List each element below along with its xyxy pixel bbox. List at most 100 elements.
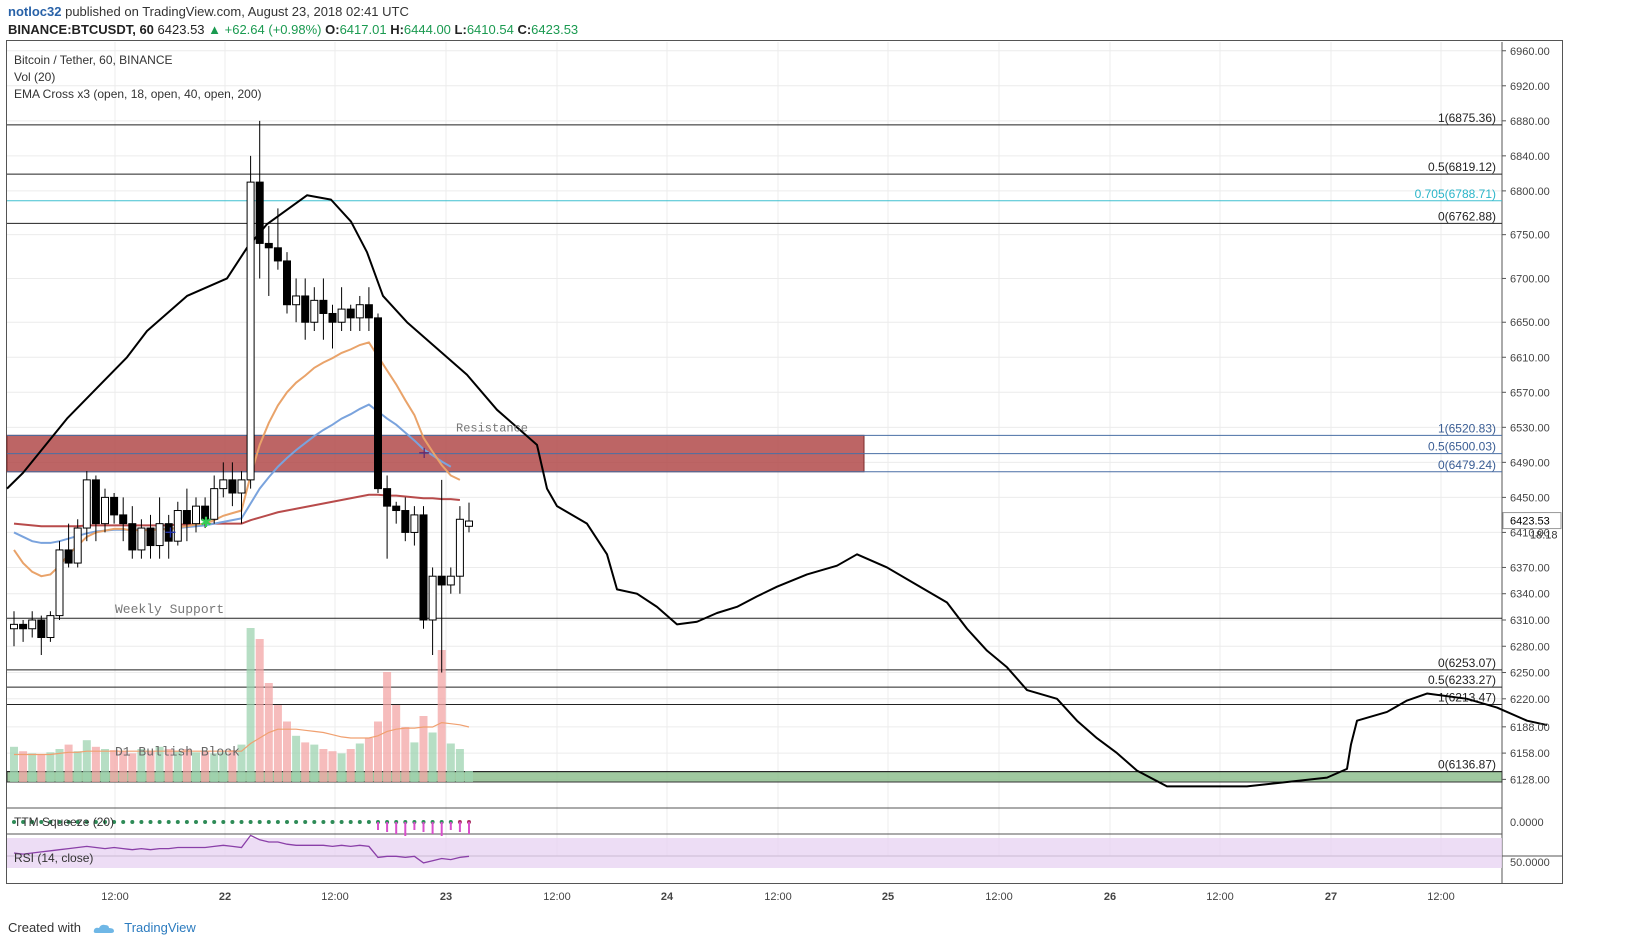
squeeze-dot: [275, 820, 280, 824]
volume-bar: [146, 751, 155, 782]
candle-body: [101, 496, 109, 525]
price-tick-label: 6960.00: [1510, 46, 1550, 58]
price-tick-label: 6310.00: [1510, 615, 1550, 627]
author-link[interactable]: notloc32: [8, 4, 62, 19]
fib-level-label: 1(6520.83): [1438, 421, 1496, 435]
volume-bar: [392, 705, 401, 782]
squeeze-dot: [121, 820, 126, 824]
candle-body: [192, 505, 200, 525]
squeeze-dot: [175, 820, 180, 824]
candle-body: [419, 514, 428, 621]
time-tick-label: 12:00: [985, 891, 1013, 903]
open-label: O:: [325, 22, 340, 37]
time-tick-label: 27: [1325, 891, 1337, 903]
candle-body: [337, 308, 346, 323]
volume-bar: [465, 771, 473, 782]
squeeze-dot: [221, 820, 226, 824]
volume-bar: [119, 751, 128, 782]
price-value: 6423.53: [157, 22, 205, 37]
volume-bar: [292, 735, 301, 782]
price-tick-label: 6410.00: [1510, 527, 1550, 539]
rsi-tick-label: 50.0000: [1510, 857, 1550, 869]
price-tick-label: 6840.00: [1510, 151, 1550, 163]
candles: [10, 120, 473, 673]
candle-body: [319, 299, 328, 314]
time-tick-label: 12:00: [1427, 891, 1455, 903]
candle-body: [119, 514, 128, 525]
legend-ema-cross[interactable]: EMA Cross x3 (open, 18, open, 40, open, …: [14, 87, 262, 101]
price-tick-label: 6880.00: [1510, 116, 1550, 128]
volume-bar: [310, 744, 319, 782]
squeeze-dot: [285, 820, 289, 824]
candle-body: [237, 479, 246, 494]
volume-bar: [73, 751, 82, 782]
candle-body: [465, 520, 473, 527]
squeeze-dot: [39, 820, 44, 824]
squeeze-dot: [184, 820, 189, 824]
fib-level-label: 0.5(6500.03): [1428, 440, 1496, 454]
candle-body: [73, 527, 82, 564]
squeeze-dot: [248, 820, 253, 824]
price-tick-label: 6370.00: [1510, 562, 1550, 574]
candle-body: [364, 304, 373, 319]
ohlc-bar: BINANCE:BTCUSDT, 60 6423.53 ▲ +62.64 (+0…: [8, 22, 578, 37]
weekly-support-annotation: Weekly Support: [115, 602, 224, 617]
squeeze-dot: [48, 820, 53, 824]
price-tick-label: 6250.00: [1510, 668, 1550, 680]
squeeze-dot: [130, 820, 135, 824]
volume-bar: [283, 721, 291, 782]
footer: Created with TradingView: [8, 920, 196, 935]
price-tick-label: 6188.00: [1510, 722, 1550, 734]
time-tick-label: 26: [1104, 891, 1116, 903]
footer-tradingview-link[interactable]: TradingView: [124, 920, 196, 935]
time-tick-label: 12:00: [543, 891, 571, 903]
candle-body: [55, 549, 64, 617]
time-tick-label: 12:00: [764, 891, 792, 903]
candle-body: [374, 317, 382, 490]
open-value: 6417.01: [339, 22, 387, 37]
candle-body: [10, 623, 18, 630]
high-label: H:: [390, 22, 404, 37]
candle-body: [328, 312, 337, 323]
last-price-tag: [1502, 512, 1562, 530]
volume-bar: [328, 751, 337, 782]
squeeze-dot: [230, 820, 235, 824]
volume-bar: [173, 751, 182, 782]
volume-bar: [137, 749, 146, 782]
squeeze-dot: [257, 820, 262, 824]
price-tick-label: 6610.00: [1510, 352, 1550, 364]
candle-body: [410, 514, 419, 533]
candle-body: [401, 510, 410, 533]
volume-bar: [255, 639, 264, 782]
candle-body: [173, 510, 182, 542]
candle-body: [155, 523, 164, 547]
volume-bar: [437, 650, 446, 782]
candle-body: [355, 304, 364, 319]
candle-body: [19, 623, 28, 630]
price-tick-label: 6128.00: [1510, 774, 1550, 786]
fib-level-label: 0(6479.24): [1438, 458, 1496, 472]
fib-level-label: 1(6213.47): [1438, 691, 1496, 705]
volume-bar: [164, 749, 173, 782]
squeeze-dot: [112, 820, 117, 824]
squeeze-dot: [366, 820, 371, 824]
low-value: 6410.54: [466, 22, 514, 37]
volume-bar: [246, 628, 255, 782]
price-tick-label: 6340.00: [1510, 589, 1550, 601]
resistance-annotation: Resistance: [456, 422, 528, 436]
squeeze-dot: [12, 820, 16, 824]
price-tick-label: 6650.00: [1510, 317, 1550, 329]
squeeze-dot: [330, 820, 335, 824]
price-tick-label: 6220.00: [1510, 694, 1550, 706]
candle-body: [346, 308, 355, 319]
volume-bar: [182, 749, 191, 782]
volume-bar: [337, 753, 346, 782]
legend-volume[interactable]: Vol (20): [14, 70, 56, 84]
volume-bar: [455, 749, 464, 782]
squeeze-dot: [266, 820, 271, 824]
volume-bar: [10, 746, 18, 782]
fib-level-label: 0(6253.07): [1438, 656, 1496, 670]
fib-level-label: 0.5(6233.27): [1428, 673, 1496, 687]
squeeze-dot: [103, 820, 107, 824]
